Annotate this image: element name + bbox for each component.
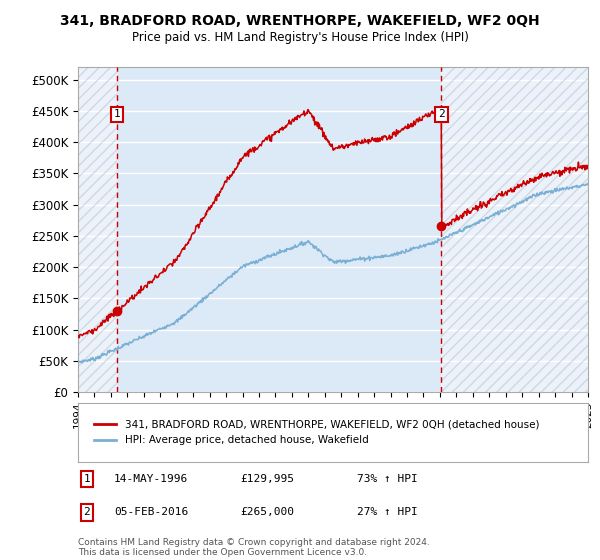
Text: 14-MAY-1996: 14-MAY-1996 [114,474,188,484]
Legend: 341, BRADFORD ROAD, WRENTHORPE, WAKEFIELD, WF2 0QH (detached house), HPI: Averag: 341, BRADFORD ROAD, WRENTHORPE, WAKEFIEL… [88,414,544,451]
Text: Contains HM Land Registry data © Crown copyright and database right 2024.
This d: Contains HM Land Registry data © Crown c… [78,538,430,557]
Text: Price paid vs. HM Land Registry's House Price Index (HPI): Price paid vs. HM Land Registry's House … [131,31,469,44]
Text: 2: 2 [83,507,91,517]
Bar [78,67,117,392]
Text: £265,000: £265,000 [240,507,294,517]
Text: 1: 1 [83,474,91,484]
Text: 341, BRADFORD ROAD, WRENTHORPE, WAKEFIELD, WF2 0QH: 341, BRADFORD ROAD, WRENTHORPE, WAKEFIEL… [60,14,540,28]
Text: 27% ↑ HPI: 27% ↑ HPI [357,507,418,517]
Text: £129,995: £129,995 [240,474,294,484]
Text: 73% ↑ HPI: 73% ↑ HPI [357,474,418,484]
Text: 05-FEB-2016: 05-FEB-2016 [114,507,188,517]
Text: 1: 1 [113,109,121,119]
Text: 2: 2 [438,109,445,119]
Bar [442,67,588,392]
